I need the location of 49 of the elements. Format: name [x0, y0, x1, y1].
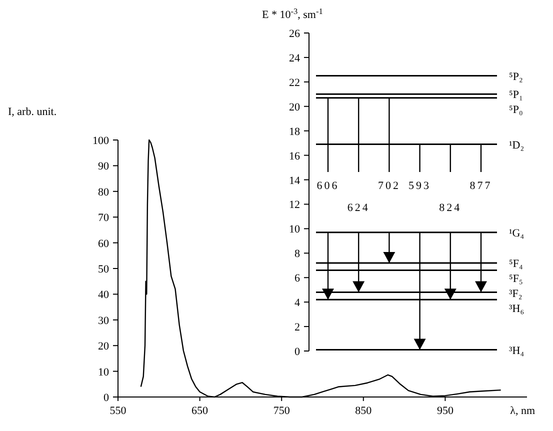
x-tick-label: 550	[110, 405, 127, 417]
y-tick-label: 60	[98, 238, 110, 250]
annotation: 824	[439, 202, 462, 214]
ref-line-label: ³H₄	[509, 344, 524, 357]
annotation: 702	[378, 180, 400, 192]
y-tick-label: 6	[294, 272, 300, 285]
ref-line-label: ⁵P₁	[509, 89, 523, 102]
y-tick-label: 0	[104, 392, 110, 404]
y-tick-label: 4	[294, 297, 300, 310]
ref-line-label: ⁵P₂	[509, 70, 523, 83]
y-axis-title: E * 10$^{-3}$, sm$^{-1}$	[262, 6, 323, 21]
y-tick-label: 70	[98, 212, 110, 224]
x-tick-label: 650	[192, 405, 209, 417]
y-tick-label: 90	[98, 160, 110, 173]
y-tick-label: 50	[98, 264, 110, 276]
x-tick-label: 950	[436, 405, 454, 417]
y-tick-label: 20	[98, 340, 110, 353]
x-axis-title: λ, nm	[510, 405, 536, 417]
y-tick-label: 24	[289, 52, 300, 64]
x-tick-label: 850	[355, 405, 372, 417]
y-tick-label: 80	[98, 186, 110, 198]
y-tick-label: 10	[98, 366, 110, 378]
ref-line-label: ¹D₂	[509, 139, 524, 152]
ref-line-label: ³H₆	[509, 302, 524, 315]
y-tick-label: 30	[98, 314, 110, 327]
annotation: 593	[408, 180, 432, 192]
y-tick-label: 10	[289, 224, 300, 236]
x-tick-label: 750	[273, 405, 290, 417]
y-tick-label: 20	[289, 101, 300, 114]
y-tick-label: 8	[294, 248, 300, 260]
annotation: 877	[470, 180, 492, 192]
y-tick-label: 26	[289, 28, 300, 40]
y-axis-title: I, arb. unit.	[8, 106, 57, 118]
y-tick-label: 100	[92, 135, 110, 147]
y-tick-label: 22	[289, 76, 300, 89]
y-tick-label: 2	[294, 322, 300, 334]
annotation: 606	[316, 180, 340, 192]
y-tick-label: 40	[98, 289, 110, 302]
ref-line-label: ⁵F₅	[509, 272, 523, 285]
y-tick-label: 14	[289, 174, 300, 187]
y-tick-label: 18	[289, 126, 300, 138]
ref-line-label: ⁵F₄	[509, 258, 523, 270]
y-tick-label: 12	[289, 199, 300, 212]
ref-line-label: ³F₂	[509, 288, 522, 300]
y-tick-label: 0	[294, 346, 300, 358]
ref-line-label: ¹G₄	[509, 227, 524, 240]
y-tick-label: 16	[289, 150, 300, 162]
annotation: 624	[347, 202, 370, 214]
ref-line-label: ⁵P₀	[509, 104, 523, 116]
